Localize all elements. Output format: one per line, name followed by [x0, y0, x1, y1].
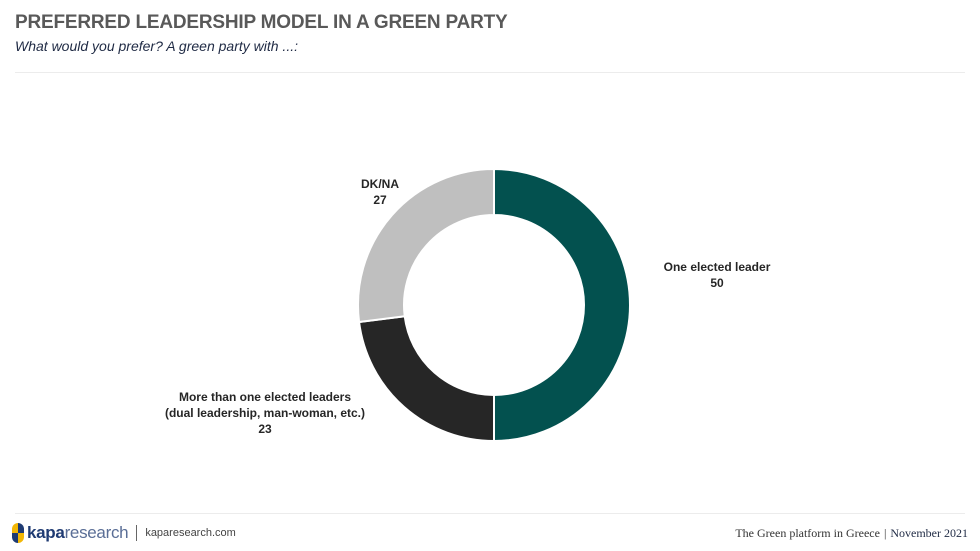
donut-slice-3 — [357, 167, 495, 324]
footer-report-info: The Green platform in Greece | November 20… — [735, 526, 968, 541]
donut-slices — [357, 167, 631, 443]
brand-light: research — [64, 523, 129, 542]
label-one-elected-leader-name: One elected leader — [664, 260, 771, 274]
label-dkna-name: DK/NA — [361, 177, 399, 191]
brand-name: kaparesearch — [27, 523, 129, 543]
label-one-elected-leader-value: 50 — [710, 276, 724, 290]
donut-slice-2 — [357, 315, 495, 443]
label-dkna-value: 27 — [373, 193, 387, 207]
page-subtitle: What would you prefer? A green party wit… — [15, 38, 298, 54]
footer: kaparesearch kaparesearch.com The Green … — [12, 521, 968, 545]
kapa-logo-icon — [12, 523, 24, 543]
label-dkna: DK/NA 27 — [361, 177, 399, 207]
website-link[interactable]: kaparesearch.com — [145, 527, 236, 539]
donut-chart: One elected leader 50 More than one elec… — [165, 167, 771, 443]
report-title: The Green platform in Greece — [735, 526, 880, 540]
label-one-elected-leader: One elected leader 50 — [664, 260, 771, 290]
donut-slice-1 — [493, 167, 631, 443]
top-divider — [15, 72, 965, 73]
brand-separator — [136, 525, 138, 541]
label-more-than-one-leaders-note: (dual leadership, man-woman, etc.) — [165, 406, 365, 420]
header: PREFERRED LEADERSHIP MODEL IN A GREEN PA… — [15, 12, 965, 54]
label-more-than-one-leaders-name: More than one elected leaders — [179, 390, 351, 404]
report-date: November 2021 — [890, 526, 968, 540]
bottom-divider — [15, 513, 965, 514]
footer-separator: | — [883, 526, 887, 540]
page-title: PREFERRED LEADERSHIP MODEL IN A GREEN PA… — [15, 12, 508, 33]
label-more-than-one-leaders-value: 23 — [258, 422, 272, 436]
label-more-than-one-leaders: More than one elected leaders (dual lead… — [165, 390, 365, 436]
brand-bold: kapa — [27, 523, 65, 542]
brand: kaparesearch kaparesearch.com — [12, 521, 236, 545]
